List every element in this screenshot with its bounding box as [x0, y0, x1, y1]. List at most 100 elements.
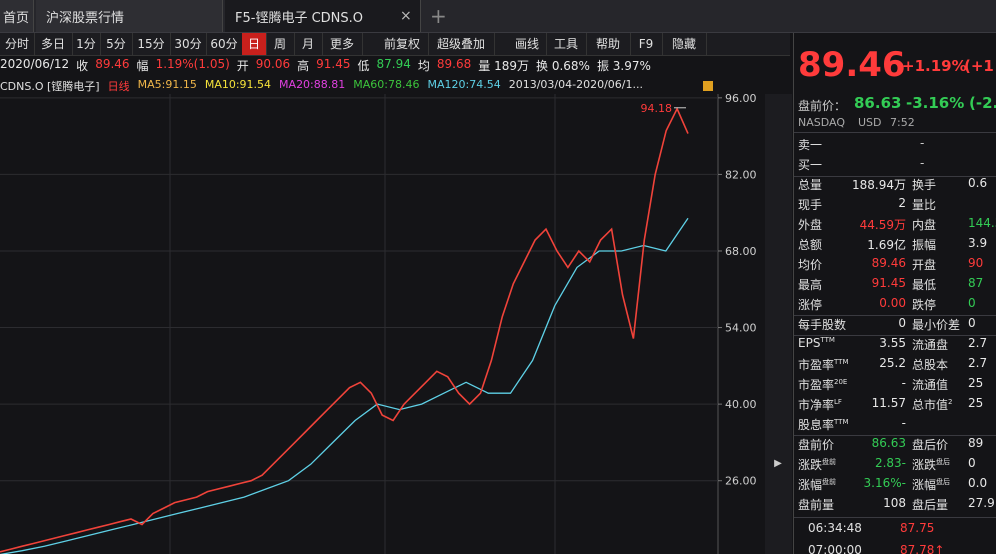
book-value: - [920, 156, 925, 170]
stat-label: 盘前量 [798, 498, 835, 512]
lock-icon[interactable] [703, 81, 713, 91]
stat-label: 最小价差 [912, 318, 961, 332]
new-tab[interactable]: + [430, 4, 447, 28]
book-label: 卖一 [798, 138, 823, 152]
stat-label: 外盘 [798, 218, 823, 232]
stat-value: 2.7 [968, 356, 988, 370]
stat-value: 0.0 [968, 476, 988, 490]
exchange: NASDAQ [798, 116, 846, 129]
divider [794, 315, 996, 316]
tool-button[interactable]: 5分 [100, 33, 133, 55]
info-item: 幅 [136, 59, 149, 73]
quote-panel: 89.46 +1.19% (+1 盘前价： 86.63 -3.16% (-2. NASDAQ U… [793, 33, 996, 554]
stat-sup: TTM [834, 358, 849, 366]
stat-label: 流通盘 [912, 338, 949, 352]
tool-button[interactable]: 超级叠加 [428, 33, 495, 55]
stat-label: 振幅 [912, 238, 937, 252]
tab-close[interactable]: × [400, 8, 412, 24]
stat-label: 量比 [912, 198, 937, 212]
stat-sup: 20E [834, 378, 848, 386]
info-item: 换 0.68% [536, 59, 590, 73]
stat-value: 0 [968, 456, 976, 470]
stat-label: 涨幅盘后 [912, 478, 951, 492]
stat-label: 开盘 [912, 258, 937, 272]
legend-item: MA120:74.54 [427, 78, 501, 91]
currency: USD [858, 116, 882, 129]
tool-button[interactable]: 帮助 [586, 33, 631, 55]
stat-label: 换手 [912, 178, 937, 192]
last-price: 89.46 [798, 45, 906, 85]
info-bar: 2020/06/12 收 89.46 幅 1.19%(1.05) 开 90.06 高 91.45… [0, 57, 651, 75]
stat-label: 流通值 [912, 378, 949, 392]
expand-arrow[interactable]: ▶ [774, 458, 782, 469]
y-tick-label: 68.00 [725, 245, 757, 258]
legend-item: MA5:91.15 [137, 78, 197, 91]
tool-button[interactable]: 日 [242, 33, 267, 55]
info-item: 2020/06/12 [0, 57, 70, 71]
stat-label: 股息率TTM [798, 418, 849, 432]
stat-label: 最低 [912, 278, 937, 292]
tool-button[interactable]: 30分 [170, 33, 207, 55]
info-item: 开 [236, 59, 249, 73]
tool-button[interactable]: 多日 [34, 33, 73, 55]
stat-label: 总市值2 [912, 398, 953, 412]
divider [794, 132, 996, 133]
stat-sup: TTM [834, 418, 849, 426]
tool-button[interactable]: 工具 [546, 33, 587, 55]
tool-button[interactable]: 更多 [322, 33, 363, 55]
stat-value: 0.6 [968, 176, 988, 190]
stat-value: 90 [968, 256, 984, 270]
ma-line [0, 217, 689, 554]
tool-button[interactable]: 月 [294, 33, 323, 55]
stat-sup: 盘后 [936, 478, 951, 486]
legend-item: CDNS.O [铿腾电子] [0, 80, 100, 93]
stat-label: 均价 [798, 258, 823, 272]
info-item: 1.19%(1.05) [155, 57, 230, 71]
toolbar: 分时 多日 1分 5分 15分 30分 60分日周月更多 前复权 超级叠加 画线 工具 帮助 F9 隐藏 [0, 33, 790, 56]
stat-label: 涨跌盘后 [912, 458, 951, 472]
stat-label: EPSTTM [798, 336, 835, 350]
change-pct: +1.19% [902, 57, 967, 75]
tool-button[interactable]: F9 [630, 33, 663, 55]
legend-item: MA60:78.46 [353, 78, 420, 91]
stat-value: 27.9 [968, 496, 995, 510]
trade-time: 07:00:00 [808, 543, 862, 554]
tool-button[interactable]: 分时 [0, 33, 35, 55]
stat-label: 总股本 [912, 358, 949, 372]
stat-value: 3.9 [968, 236, 988, 250]
tab[interactable]: 沪深股票行情 [36, 0, 223, 32]
tool-button[interactable]: 周 [266, 33, 295, 55]
stat-value: 25 [968, 376, 984, 390]
stat-label: 现手 [798, 198, 823, 212]
stat-label: 内盘 [912, 218, 937, 232]
tab[interactable]: 首页 [0, 0, 34, 32]
stat-label: 市净率LF [798, 398, 842, 412]
stat-label: 最高 [798, 278, 823, 292]
trade-time: 06:34:48 [808, 521, 862, 535]
price-chart: ▶ 96.00 82.00 68.00 54.00 40.00 26.00 94.18 [0, 81, 783, 554]
price-line [0, 106, 689, 553]
tab[interactable]: F5-铿腾电子 CDNS.O [225, 0, 421, 32]
info-item: 量 189万 [478, 59, 529, 73]
y-tick-label: 82.00 [725, 168, 757, 181]
tool-button[interactable]: 画线 [508, 33, 547, 55]
stat-value: 87 [968, 276, 984, 290]
book-value: - [920, 136, 925, 150]
info-item: 低 [357, 59, 370, 73]
quote-time: 7:52 [890, 116, 915, 129]
stat-sup: LF [834, 398, 842, 406]
divider [794, 435, 996, 436]
stat-value: 0 [968, 316, 976, 330]
tool-button[interactable]: 隐藏 [662, 33, 707, 55]
pre-pct: -3.16% [906, 94, 965, 112]
info-item: 均 [417, 59, 430, 73]
stat-label: 市盈率TTM [798, 358, 849, 372]
info-item: 89.68 [436, 57, 472, 71]
info-item: 振 3.97% [596, 59, 651, 73]
divider [794, 517, 996, 518]
stat-value: 144.3 [968, 216, 996, 230]
tool-button[interactable]: 15分 [132, 33, 171, 55]
tool-button[interactable]: 前复权 [376, 33, 429, 55]
tool-button[interactable]: 1分 [72, 33, 101, 55]
stat-value: 25 [968, 396, 984, 410]
